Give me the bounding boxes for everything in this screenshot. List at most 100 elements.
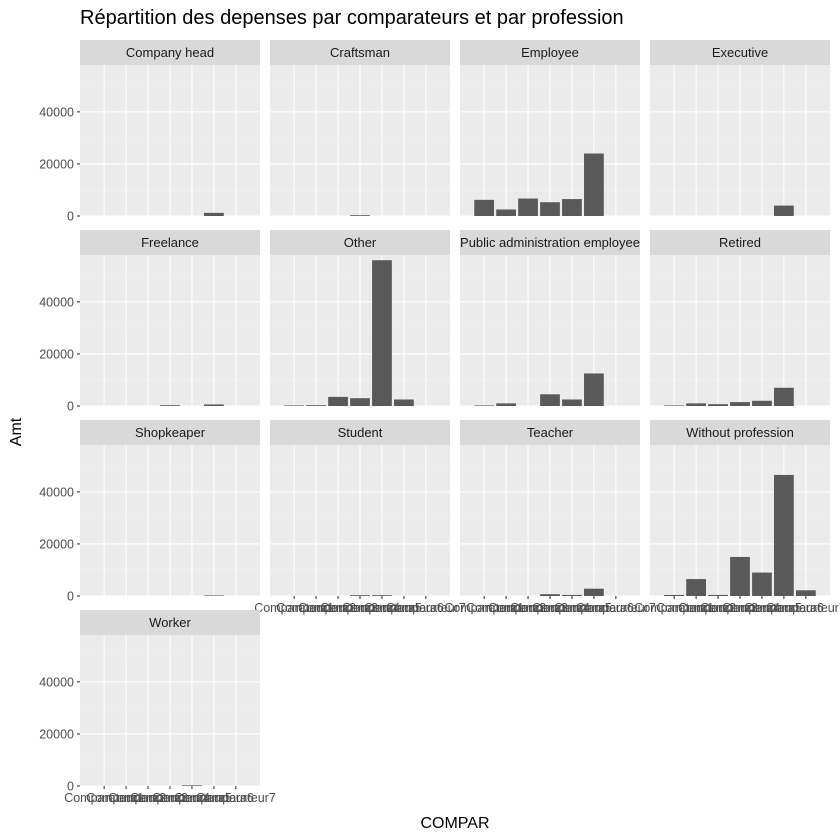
facet-strip bbox=[650, 230, 830, 255]
bar bbox=[474, 405, 495, 406]
facet-label: Company head bbox=[126, 45, 214, 60]
bar bbox=[372, 595, 392, 596]
bar bbox=[306, 405, 326, 406]
facet-label: Craftsman bbox=[330, 45, 390, 60]
x-tick-label: Comparateur6 bbox=[174, 791, 254, 805]
facet-strip bbox=[80, 420, 260, 445]
facet-label: Worker bbox=[149, 615, 191, 630]
x-tick-label: Comparateur2 bbox=[656, 601, 736, 615]
bar bbox=[562, 399, 582, 406]
y-tick-label: 0 bbox=[67, 780, 74, 794]
bar bbox=[394, 399, 414, 406]
facet-panel: TeacherComparateur1Comparateur2Comparate… bbox=[444, 420, 656, 615]
facet-label: Employee bbox=[521, 45, 579, 60]
bar bbox=[518, 198, 538, 216]
bar bbox=[664, 594, 685, 596]
facet-panel: Worker02000040000Comparateur1Comparateur… bbox=[39, 610, 276, 805]
facet-strip bbox=[270, 230, 450, 255]
bar bbox=[562, 199, 582, 216]
x-tick-label: Comparateur6 bbox=[554, 601, 634, 615]
x-tick-label: Comparateur4 bbox=[510, 601, 590, 615]
bar bbox=[540, 594, 560, 596]
x-tick-label: Comparateur7 bbox=[386, 601, 466, 615]
facet-panel: Craftsman bbox=[270, 40, 450, 217]
y-tick-label: 20000 bbox=[39, 537, 74, 551]
x-tick-label: Comparateur7 bbox=[196, 791, 276, 805]
facet-panel: Freelance 0 20000 40000 bbox=[39, 230, 260, 414]
x-tick-label: Comparateur6 bbox=[364, 601, 444, 615]
bar bbox=[708, 404, 728, 406]
facet-panel: Retired bbox=[650, 230, 830, 407]
bar bbox=[204, 404, 224, 406]
bar bbox=[284, 405, 305, 406]
y-tick-label: 40000 bbox=[39, 675, 74, 689]
facet-strip bbox=[650, 40, 830, 65]
bar bbox=[686, 579, 706, 596]
bar bbox=[328, 396, 348, 406]
facet-strip bbox=[460, 230, 640, 255]
bar bbox=[204, 212, 224, 216]
x-tick-label: Comparateur3 bbox=[298, 601, 378, 615]
x-tick-label: Comparateur3 bbox=[488, 601, 568, 615]
bar bbox=[774, 387, 794, 406]
y-tick-label: 20000 bbox=[39, 347, 74, 361]
y-tick-label: 20000 bbox=[39, 157, 74, 171]
x-tick-label: Comparateur7 bbox=[766, 601, 840, 615]
bar bbox=[562, 594, 582, 596]
y-axis-title: Amt bbox=[8, 417, 25, 446]
x-tick-label: Comparateur1 bbox=[634, 601, 714, 615]
facet-strip bbox=[270, 420, 450, 445]
bar bbox=[350, 215, 370, 216]
bar bbox=[496, 403, 516, 406]
x-tick-label: Comparateur1 bbox=[444, 601, 524, 615]
facet-panel: Without professionComparateur1Comparateu… bbox=[634, 420, 840, 615]
x-tick-label: Comparateur5 bbox=[152, 791, 232, 805]
chart-title: Répartition des depenses par comparateur… bbox=[80, 7, 624, 29]
facet-strip bbox=[80, 610, 260, 635]
facet-panels: Company head 0 20000 40000 Craftsman Employee… bbox=[39, 40, 840, 805]
x-tick-label: Comparateur2 bbox=[466, 601, 546, 615]
facet-strip bbox=[460, 40, 640, 65]
x-tick-label: Comparateur4 bbox=[130, 791, 210, 805]
y-tick-label: 0 bbox=[67, 400, 74, 414]
facet-label: Freelance bbox=[141, 235, 199, 250]
bar bbox=[774, 474, 794, 596]
bar bbox=[664, 405, 685, 406]
facet-panel: Public administration employee bbox=[460, 230, 640, 407]
bar bbox=[496, 209, 516, 216]
facet-label: Public administration employee bbox=[460, 235, 640, 250]
y-tick-label: 0 bbox=[67, 210, 74, 224]
facet-label: Without profession bbox=[686, 425, 794, 440]
bar bbox=[160, 405, 180, 406]
bar bbox=[584, 588, 604, 596]
x-tick-label: Comparateur4 bbox=[320, 601, 400, 615]
x-tick-label: Comparateur5 bbox=[722, 601, 802, 615]
facet-panel: Shopkeaper 0 20000 40000 bbox=[39, 420, 260, 604]
x-tick-label: Comparateur5 bbox=[532, 601, 612, 615]
bar bbox=[584, 153, 604, 216]
bar bbox=[540, 202, 560, 216]
bar bbox=[730, 402, 750, 406]
bar bbox=[204, 595, 224, 596]
facet-panel: Employee bbox=[460, 40, 640, 217]
y-tick-label: 40000 bbox=[39, 105, 74, 119]
x-tick-label: Comparateur3 bbox=[678, 601, 758, 615]
bar bbox=[372, 260, 392, 406]
bar bbox=[540, 394, 560, 406]
facet-label: Student bbox=[338, 425, 383, 440]
facet-strip bbox=[650, 420, 830, 445]
facet-label: Retired bbox=[719, 235, 761, 250]
x-tick-label: Comparateur4 bbox=[700, 601, 780, 615]
bar bbox=[774, 205, 794, 216]
y-tick-label: 40000 bbox=[39, 485, 74, 499]
x-tick-label: Comparateur7 bbox=[576, 601, 656, 615]
facet-label: Executive bbox=[712, 45, 768, 60]
bar bbox=[584, 373, 604, 406]
bar bbox=[752, 572, 772, 596]
facet-panel: Other bbox=[270, 230, 450, 407]
x-tick-label: Comparateur1 bbox=[64, 791, 144, 805]
facet-label: Shopkeaper bbox=[135, 425, 206, 440]
bar bbox=[474, 199, 495, 216]
x-tick-label: Comparateur6 bbox=[744, 601, 824, 615]
